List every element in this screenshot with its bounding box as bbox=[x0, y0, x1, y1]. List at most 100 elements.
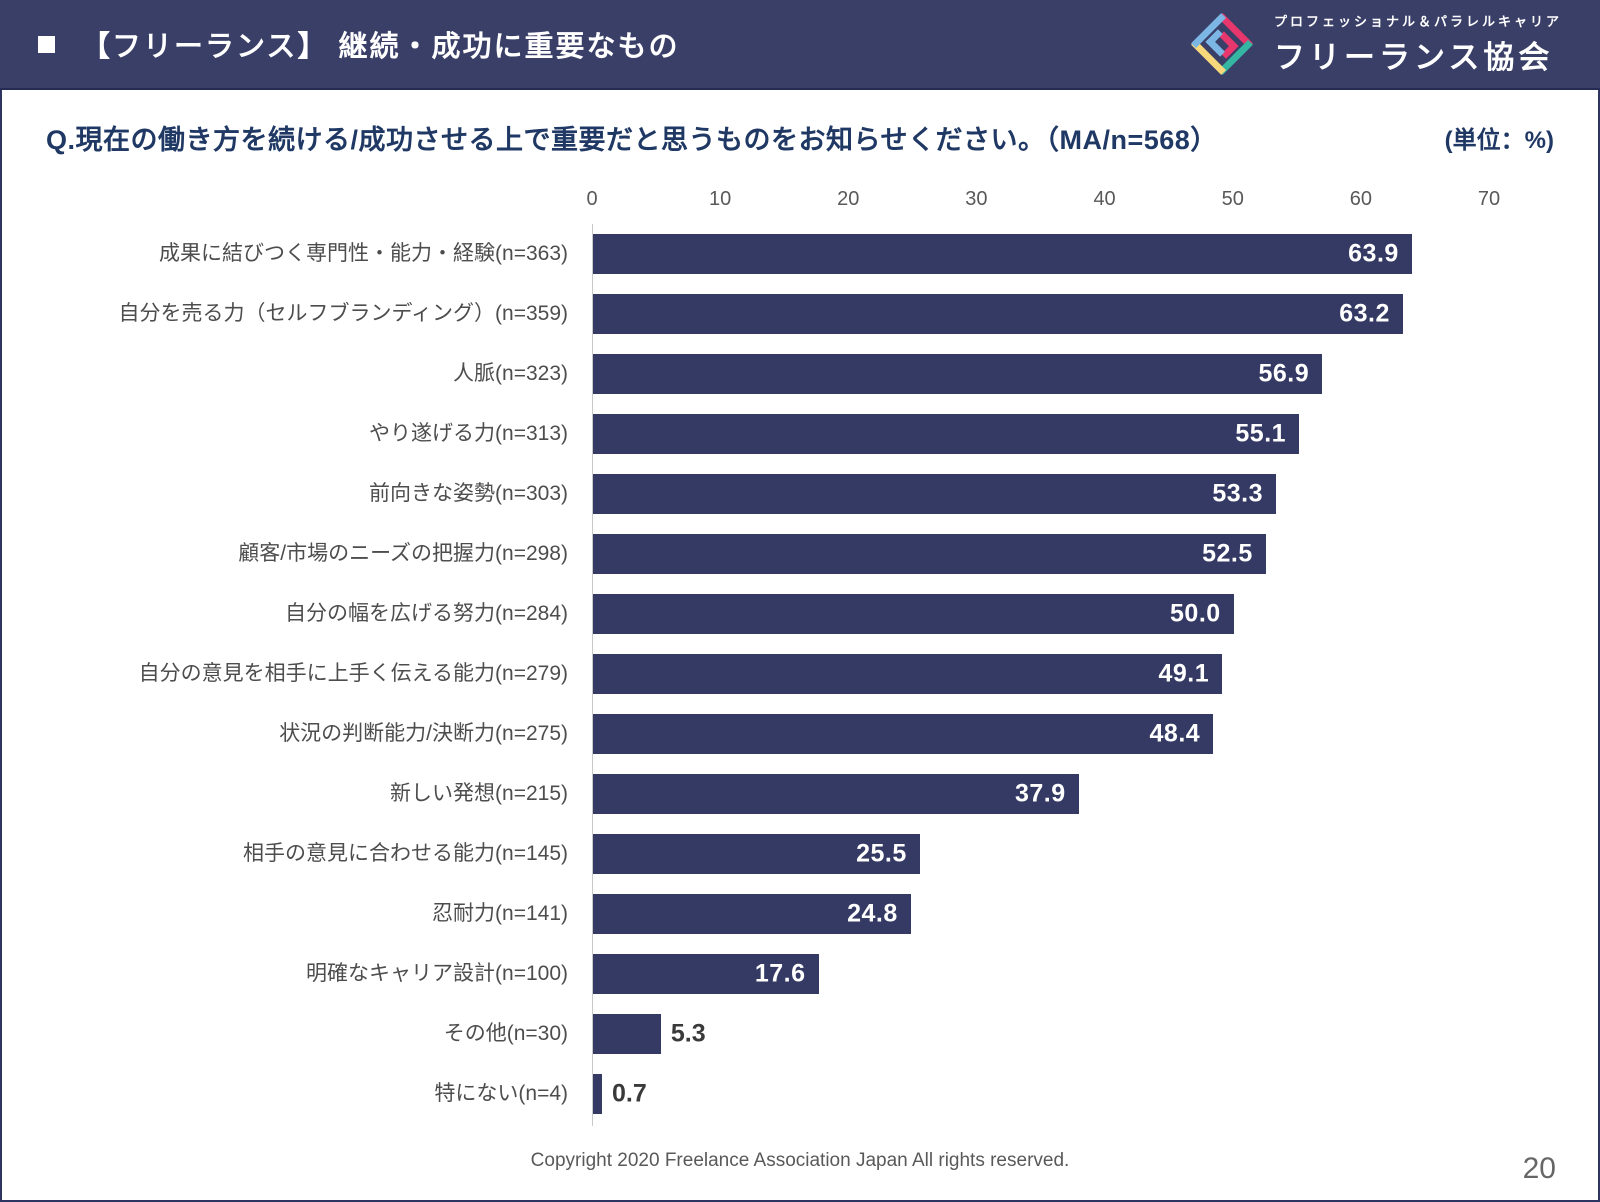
axis-tick: 50 bbox=[1221, 188, 1244, 210]
category-label: 前向きな姿勢(n=303) bbox=[369, 482, 568, 505]
logo-text: プロフェッショナル＆パラレルキャリア フリーランス協会 bbox=[1274, 11, 1562, 77]
chart-row: その他(n=30) 5.3 bbox=[2, 1004, 1598, 1064]
chart-row: 明確なキャリア設計(n=100) 17.6 bbox=[2, 944, 1598, 1004]
unit-label: (単位：%) bbox=[1444, 126, 1554, 154]
x-axis: 0 10 20 30 40 50 60 70 bbox=[586, 182, 1500, 224]
value-label: 25.5 bbox=[856, 839, 907, 868]
bar-track: 56.9 bbox=[593, 354, 1490, 394]
bar: 49.1 bbox=[593, 654, 1223, 694]
category-label: その他(n=30) bbox=[443, 1022, 568, 1045]
bar: 37.9 bbox=[593, 774, 1079, 814]
chart-row: 成果に結びつく専門性・能力・経験(n=363) 63.9 bbox=[2, 224, 1598, 284]
value-label: 49.1 bbox=[1158, 659, 1210, 688]
question-text: Q.現在の働き方を続ける/成功させる上で重要だと思うものをお知らせください。（M… bbox=[46, 124, 1218, 155]
category-label: 人脈(n=323) bbox=[453, 362, 568, 385]
category-label: 特にない(n=4) bbox=[434, 1082, 568, 1105]
bar-track: 63.2 bbox=[593, 294, 1490, 334]
category-label: 顧客/市場のニーズの把握力(n=298) bbox=[238, 542, 568, 565]
value-label: 24.8 bbox=[847, 899, 898, 928]
chart-row: 相手の意見に合わせる能力(n=145) 25.5 bbox=[2, 824, 1598, 884]
logo-diamond-icon bbox=[1191, 13, 1253, 75]
axis-tick: 30 bbox=[965, 188, 988, 210]
header-bar: 【フリーランス】 継続・成功に重要なもの プロフェッショナル＆パラレルキャリア … bbox=[0, 0, 1600, 90]
logo-tagline: プロフェッショナル＆パラレルキャリア bbox=[1273, 14, 1562, 29]
category-label: 自分を売る力（セルフブランディング）(n=359) bbox=[118, 302, 569, 325]
bar-track: 17.6 bbox=[593, 954, 1490, 994]
category-label: 相手の意見に合わせる能力(n=145) bbox=[243, 842, 568, 865]
value-label: 53.3 bbox=[1212, 479, 1263, 508]
chart-row: 状況の判断能力/決断力(n=275) 48.4 bbox=[2, 704, 1598, 764]
axis-tick: 10 bbox=[709, 188, 732, 210]
chart-row: 顧客/市場のニーズの把握力(n=298) 52.5 bbox=[2, 524, 1598, 584]
chart-row: やり遂げる力(n=313) 55.1 bbox=[2, 404, 1598, 464]
bar: 53.3 bbox=[593, 474, 1276, 514]
bar-track: 0.7 bbox=[593, 1074, 1490, 1114]
chart-row: 自分の意見を相手に上手く伝える能力(n=279) 49.1 bbox=[2, 644, 1598, 704]
freelance-association-logo: プロフェッショナル＆パラレルキャリア フリーランス協会 bbox=[1184, 6, 1562, 82]
chart-row: 特にない(n=4) 0.7 bbox=[2, 1064, 1598, 1124]
chart-row: 自分を売る力（セルフブランディング）(n=359) 63.2 bbox=[2, 284, 1598, 344]
copyright-text: Copyright 2020 Freelance Association Jap… bbox=[530, 1150, 1070, 1171]
bar-track: 25.5 bbox=[593, 834, 1490, 874]
value-label: 55.1 bbox=[1235, 419, 1287, 448]
value-label: 63.2 bbox=[1339, 299, 1390, 328]
category-label: 自分の幅を広げる努力(n=284) bbox=[285, 602, 568, 625]
category-label: やり遂げる力(n=313) bbox=[369, 422, 568, 445]
bar-track: 63.9 bbox=[593, 234, 1490, 274]
bar: 55.1 bbox=[593, 414, 1300, 454]
bar-chart: 0 10 20 30 40 50 60 70 成果に結びつく専門性・能力・経験(n=363) 6… bbox=[2, 182, 1598, 1132]
bar: 17.6 bbox=[593, 954, 819, 994]
axis-tick: 20 bbox=[837, 188, 860, 210]
bar-track: 52.5 bbox=[593, 534, 1490, 574]
axis-baseline bbox=[592, 224, 593, 1126]
bar-track: 53.3 bbox=[593, 474, 1490, 514]
bar: 63.2 bbox=[593, 294, 1403, 334]
bar-track: 24.8 bbox=[593, 894, 1490, 934]
bar-track: 5.3 bbox=[593, 1014, 1490, 1054]
value-label: 63.9 bbox=[1348, 239, 1399, 268]
bar-track: 37.9 bbox=[593, 774, 1490, 814]
bar: 50.0 bbox=[593, 594, 1234, 634]
bar-track: 48.4 bbox=[593, 714, 1490, 754]
chart-row: 前向きな姿勢(n=303) 53.3 bbox=[2, 464, 1598, 524]
category-label: 成果に結びつく専門性・能力・経験(n=363) bbox=[159, 242, 568, 265]
chart-row: 人脈(n=323) 56.9 bbox=[2, 344, 1598, 404]
category-label: 状況の判断能力/決断力(n=275) bbox=[279, 722, 568, 745]
value-label: 37.9 bbox=[1014, 779, 1066, 808]
axis-tick: 40 bbox=[1093, 188, 1116, 210]
axis-tick: 70 bbox=[1477, 188, 1501, 210]
bar: 56.9 bbox=[593, 354, 1323, 394]
value-label: 56.9 bbox=[1258, 359, 1310, 388]
bar: 63.9 bbox=[593, 234, 1412, 274]
bar: 25.5 bbox=[593, 834, 920, 874]
axis-tick: 60 bbox=[1349, 188, 1372, 210]
category-label: 自分の意見を相手に上手く伝える能力(n=279) bbox=[138, 662, 568, 685]
category-label: 忍耐力(n=141) bbox=[432, 902, 568, 925]
value-label: 50.0 bbox=[1170, 599, 1221, 628]
bar-track: 49.1 bbox=[593, 654, 1490, 694]
value-label: 52.5 bbox=[1202, 539, 1253, 568]
bar-track: 55.1 bbox=[593, 414, 1490, 454]
chart-row: 自分の幅を広げる努力(n=284) 50.0 bbox=[2, 584, 1598, 644]
bar: 52.5 bbox=[593, 534, 1266, 574]
bar-track: 50.0 bbox=[593, 594, 1490, 634]
bar: 48.4 bbox=[593, 714, 1214, 754]
bar: 0.7 bbox=[593, 1074, 647, 1114]
bar: 5.3 bbox=[593, 1014, 706, 1054]
value-label: 0.7 bbox=[611, 1079, 647, 1108]
question-row: Q.現在の働き方を続ける/成功させる上で重要だと思うものをお知らせください。（M… bbox=[2, 90, 1598, 174]
value-label: 5.3 bbox=[670, 1019, 706, 1048]
page-title: 【フリーランス】 継続・成功に重要なもの bbox=[81, 31, 680, 63]
value-label: 48.4 bbox=[1149, 719, 1201, 748]
bar: 24.8 bbox=[593, 894, 911, 934]
chart-rows: 成果に結びつく専門性・能力・経験(n=363) 63.9 自分を売る力（セルフブラン… bbox=[2, 224, 1598, 1124]
axis-tick: 0 bbox=[586, 188, 598, 210]
value-label: 17.6 bbox=[754, 959, 806, 988]
square-bullet-icon bbox=[38, 35, 55, 53]
logo-name: フリーランス協会 bbox=[1273, 40, 1554, 75]
chart-row: 忍耐力(n=141) 24.8 bbox=[2, 884, 1598, 944]
chart-row: 新しい発想(n=215) 37.9 bbox=[2, 764, 1598, 824]
category-label: 新しい発想(n=215) bbox=[390, 782, 568, 805]
category-label: 明確なキャリア設計(n=100) bbox=[306, 962, 568, 985]
